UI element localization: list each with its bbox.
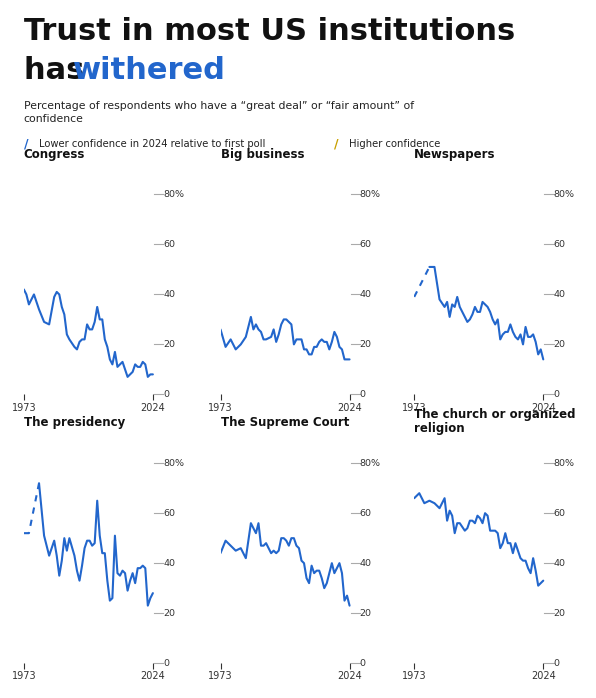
Text: 0: 0	[553, 659, 560, 667]
Text: 40: 40	[359, 558, 372, 567]
Text: The Supreme Court: The Supreme Court	[221, 416, 349, 429]
Text: /: /	[334, 138, 339, 151]
Text: 20: 20	[163, 609, 175, 618]
Text: Congress: Congress	[24, 147, 85, 161]
Text: 60: 60	[553, 509, 566, 518]
Text: 80%: 80%	[163, 190, 184, 199]
Text: 80%: 80%	[359, 190, 381, 199]
Text: 80%: 80%	[163, 459, 184, 468]
Text: Trust in most US institutions: Trust in most US institutions	[24, 17, 515, 47]
Text: 0: 0	[359, 659, 366, 667]
Text: 40: 40	[553, 558, 566, 567]
Text: The presidency: The presidency	[24, 416, 125, 429]
Text: 40: 40	[163, 558, 175, 567]
Text: 20: 20	[359, 340, 372, 349]
Text: 40: 40	[359, 290, 372, 299]
Text: 20: 20	[553, 340, 566, 349]
Text: religion: religion	[414, 422, 465, 435]
Text: Percentage of respondents who have a “great deal” or “fair amount” of
confidence: Percentage of respondents who have a “gr…	[24, 101, 414, 124]
Text: 20: 20	[359, 609, 372, 618]
Text: 60: 60	[163, 509, 175, 518]
Text: has: has	[24, 56, 95, 85]
Text: Lower confidence in 2024 relative to first poll: Lower confidence in 2024 relative to fir…	[39, 140, 265, 149]
Text: 0: 0	[359, 390, 366, 399]
Text: Higher confidence: Higher confidence	[349, 140, 440, 149]
Text: 40: 40	[163, 290, 175, 299]
Text: Newspapers: Newspapers	[414, 147, 496, 161]
Text: 0: 0	[163, 390, 169, 399]
Text: 80%: 80%	[359, 459, 381, 468]
Text: 60: 60	[553, 240, 566, 249]
Text: 60: 60	[163, 240, 175, 249]
Text: 80%: 80%	[553, 190, 575, 199]
Text: 20: 20	[163, 340, 175, 349]
Text: 20: 20	[553, 609, 566, 618]
Text: 0: 0	[553, 390, 560, 399]
Text: 40: 40	[553, 290, 566, 299]
Text: Big business: Big business	[221, 147, 304, 161]
Text: 60: 60	[359, 509, 372, 518]
Text: 60: 60	[359, 240, 372, 249]
Text: The church or organized: The church or organized	[414, 408, 576, 421]
Text: 80%: 80%	[553, 459, 575, 468]
Text: /: /	[24, 138, 29, 151]
Text: withered: withered	[73, 56, 226, 85]
Text: 0: 0	[163, 659, 169, 667]
